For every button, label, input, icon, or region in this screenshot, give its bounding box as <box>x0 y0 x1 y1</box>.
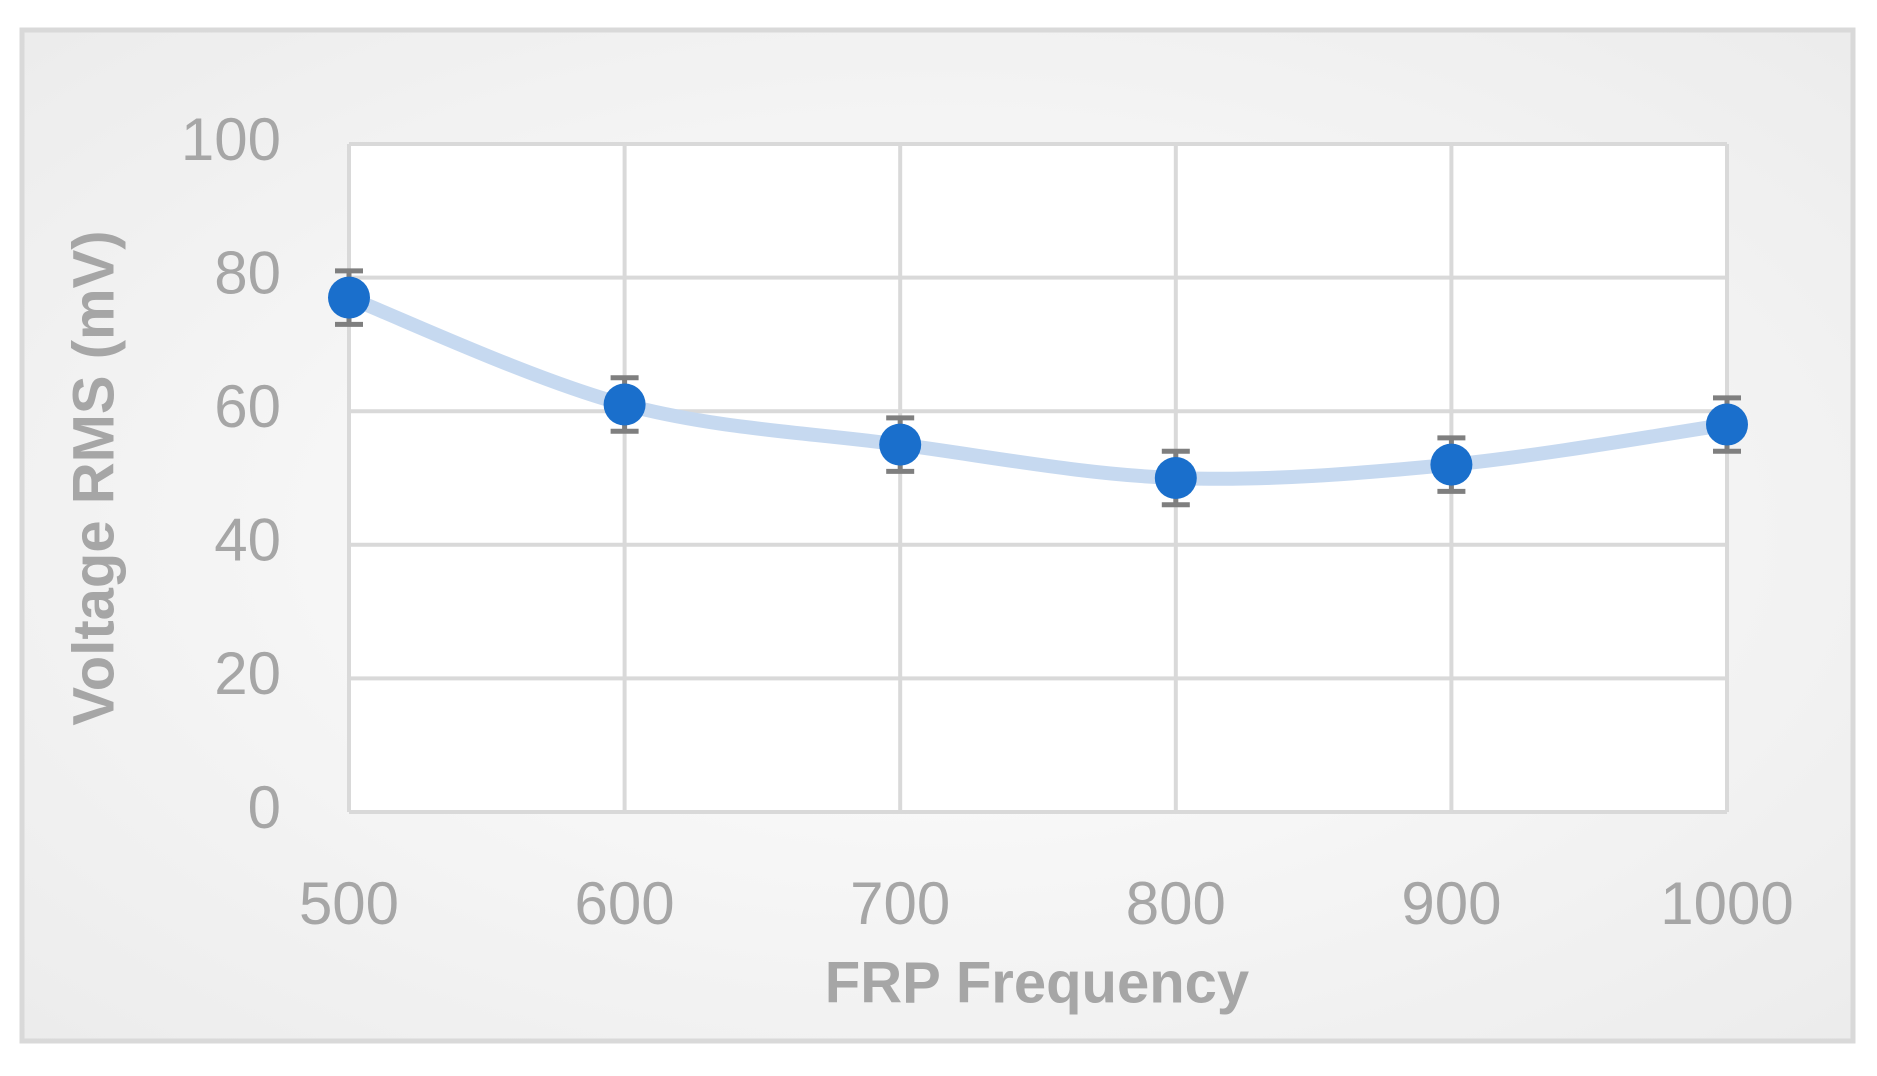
point <box>328 276 370 319</box>
trend-line <box>342 290 1734 486</box>
point <box>1154 457 1197 499</box>
y-tick-label: 20 <box>214 640 281 707</box>
x-axis-title: FRP Frequency <box>825 950 1249 1015</box>
y-tick-label: 80 <box>214 239 281 306</box>
point <box>603 383 646 426</box>
y-tick-label: 40 <box>214 507 281 574</box>
x-tick-label: 1000 <box>1660 870 1793 937</box>
point <box>1430 443 1473 486</box>
y-tick-label: 100 <box>181 106 281 173</box>
x-tick-label: 800 <box>1126 870 1226 937</box>
y-axis-title: Voltage RMS (mV) <box>61 230 126 725</box>
x-tick-label: 500 <box>299 870 399 937</box>
x-tick-label: 900 <box>1401 870 1501 937</box>
x-tick-label: 600 <box>575 870 675 937</box>
x-tick-label: 700 <box>850 870 950 937</box>
y-tick-label: 0 <box>248 774 281 841</box>
point <box>1706 403 1748 446</box>
plot-area <box>349 144 1727 812</box>
point <box>879 423 922 466</box>
y-tick-label: 60 <box>214 373 281 440</box>
